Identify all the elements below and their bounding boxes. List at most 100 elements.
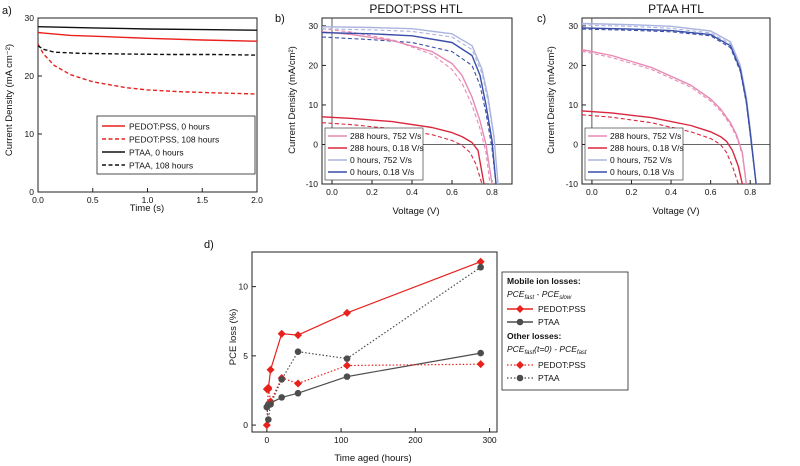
panel-a-ytick-label: 10: [25, 129, 35, 139]
panel-a-xtick-label: 1.0: [142, 195, 154, 205]
legend-mobile-ptaa-marker: [516, 318, 524, 326]
panel-d-ytick-label: 5: [243, 351, 248, 361]
panel-b-legend-label: 288 hours, 752 V/s: [350, 131, 421, 141]
panel-a-ytick-label: 30: [25, 13, 35, 23]
panel-b-xtick-label: 0.4: [406, 187, 418, 197]
panel-a-series-0-line: [38, 31, 257, 42]
panel-a-series-3-line: [38, 45, 257, 56]
panel-a-series-2-line: [38, 26, 257, 31]
panel-c-ytick-label: 10: [569, 100, 579, 110]
panel-d-legend: Mobile ion losses: PCEfast - PCEslow PED…: [501, 271, 629, 391]
panel-b-legend: 288 hours, 752 V/s 288 hours, 0.18 V/s 0 h…: [324, 127, 424, 181]
legend-other-header: Other losses:: [507, 331, 561, 341]
panel-c-legend-label: 288 hours, 0.18 V/s: [610, 143, 684, 153]
panel-c-title: PTAA HTL: [648, 2, 704, 16]
panel-d-plot: 0 100 200 300 0 5 10: [239, 251, 498, 445]
panel-d-frame: [251, 251, 498, 433]
panel-b-series-group: [322, 26, 499, 184]
legend-other-pedot-marker: [516, 361, 524, 369]
panel-c-legend-label: 0 hours, 0.18 V/s: [610, 167, 674, 177]
panel-a-xtick-label: 2.0: [251, 195, 263, 205]
panel-a-xtick-label: 1.5: [196, 195, 208, 205]
panel-b-series-2-line: [322, 26, 499, 184]
panel-c-ytick-label: 30: [569, 21, 579, 31]
panel-a-series-group: [38, 26, 257, 95]
panel-d-xtick-label: 100: [334, 435, 348, 445]
panel-b-series-1-line: [322, 116, 485, 184]
panel-c-series-group: [582, 22, 757, 184]
panel-c-label: c): [537, 13, 546, 25]
legend-mobile-pedot-label: PEDOT:PSS: [538, 304, 586, 314]
panel-d-series-0-line: [266, 261, 481, 390]
legend-mobile-ptaa-label: PTAA: [538, 317, 560, 327]
panel-c-series-dashed-0: [582, 50, 747, 184]
panel-b-series-dashed-3: [322, 36, 497, 184]
panel-c-ytick-label: -10: [566, 179, 579, 189]
panel-a-ylabel: Current Density (mA cm⁻²): [4, 44, 15, 156]
panel-a-xtick-label: 0.5: [87, 195, 99, 205]
panel-b-plot: 0.0 0.2 0.4 0.6 0.8 -10 0 10 20 30 288 hours, 752 …: [306, 17, 513, 197]
legend-mobile-header: Mobile ion losses:: [507, 276, 581, 286]
panel-c-xlabel: Voltage (V): [653, 206, 700, 217]
panel-d-series-3-point: [278, 376, 285, 383]
panel-d-series-1-point: [477, 349, 484, 357]
panel-c-xtick-label: 0.8: [744, 187, 756, 197]
panel-a-xtick-label: 0.0: [32, 195, 44, 205]
panel-c-ylabel: Current Density (mA/cm²): [546, 46, 557, 154]
panel-d-series-2-point: [343, 361, 352, 370]
panel-b-label: b): [275, 13, 285, 25]
panel-a-series-1-line: [38, 43, 257, 95]
panel-c-xtick-label: 0.6: [705, 187, 717, 197]
panel-b-ylabel: Current Density (mA/cm²): [287, 46, 298, 154]
panel-d-xtick-label: 200: [408, 435, 422, 445]
panel-d-series-1-point: [343, 373, 351, 380]
panel-c-xtick-label: 0.2: [626, 187, 638, 197]
panel-c-legend-label: 288 hours, 752 V/s: [610, 131, 681, 141]
panel-b-ytick-label: 20: [309, 60, 319, 70]
panel-a-legend-label: PTAA, 108 hours: [129, 161, 193, 171]
panel-c-legend: 288 hours, 752 V/s 288 hours, 0.18 V/s 0 h…: [584, 127, 684, 181]
panel-d-ytick-label: 10: [239, 282, 249, 292]
panel-a-legend-label: PEDOT:PSS, 0 hours: [129, 122, 210, 132]
panel-b-frame: [321, 17, 513, 185]
legend-other-pedot-label: PEDOT:PSS: [538, 360, 586, 370]
panel-d-series-1-point: [278, 394, 285, 401]
panel-b-title: PEDOT:PSS HTL: [369, 2, 463, 16]
panel-b-legend-label: 0 hours, 0.18 V/s: [350, 167, 414, 177]
panel-d-series-2-point: [262, 421, 271, 430]
panel-c-legend-label: 0 hours, 752 V/s: [610, 155, 672, 165]
panel-a-legend-label: PTAA, 0 hours: [129, 148, 184, 158]
panel-a-ytick-label: 20: [25, 71, 35, 81]
legend-other-ptaa-label: PTAA: [538, 373, 560, 383]
legend-other-formula: PCEfast(t=0) - PCEfast: [507, 344, 587, 356]
panel-a-legend-label: PEDOT:PSS, 108 hours: [129, 135, 219, 145]
panel-b-ytick-label: 0: [313, 139, 318, 149]
panel-b-series-dashed-0: [322, 28, 491, 184]
panel-d-label: d): [204, 239, 214, 251]
panel-b-xtick-label: 0.0: [326, 187, 338, 197]
panel-c-ytick-label: 20: [569, 60, 579, 70]
panel-d-series-3-point: [477, 263, 484, 271]
panel-a-label: a): [2, 5, 12, 17]
panel-b-series-dashed-1: [322, 122, 483, 184]
panel-b-xtick-label: 0.2: [366, 187, 378, 197]
panel-d-series-3-point: [294, 348, 302, 355]
legend-other-ptaa-marker: [516, 374, 524, 382]
panel-c-series-dashed-1: [582, 114, 739, 184]
panel-d-ytick-label: 0: [243, 420, 248, 430]
panel-d-series-3-point: [267, 401, 274, 408]
panel-a-plot: 0.0 0.5 1.0 1.5 2.0 0 10 20 30 PEDOT:PSS, 0 hours…: [25, 13, 264, 205]
panel-c-series-1-line: [582, 110, 743, 184]
panel-d-series-group: [262, 257, 485, 430]
panel-b-legend-label: 288 hours, 0.18 V/s: [350, 143, 424, 153]
panel-a-ytick-label: 0: [29, 187, 34, 197]
panel-d-xtick-label: 0: [264, 435, 269, 445]
panel-d-xtick-label: 300: [482, 435, 496, 445]
panel-d-series-2-point: [476, 360, 485, 369]
panel-b-xtick-label: 0.6: [446, 187, 458, 197]
panel-b-ytick-label: -10: [306, 179, 319, 189]
panel-b-xlabel: Voltage (V): [393, 206, 440, 217]
panel-c-frame: [581, 17, 771, 185]
panel-d-series-2-point: [294, 379, 303, 388]
